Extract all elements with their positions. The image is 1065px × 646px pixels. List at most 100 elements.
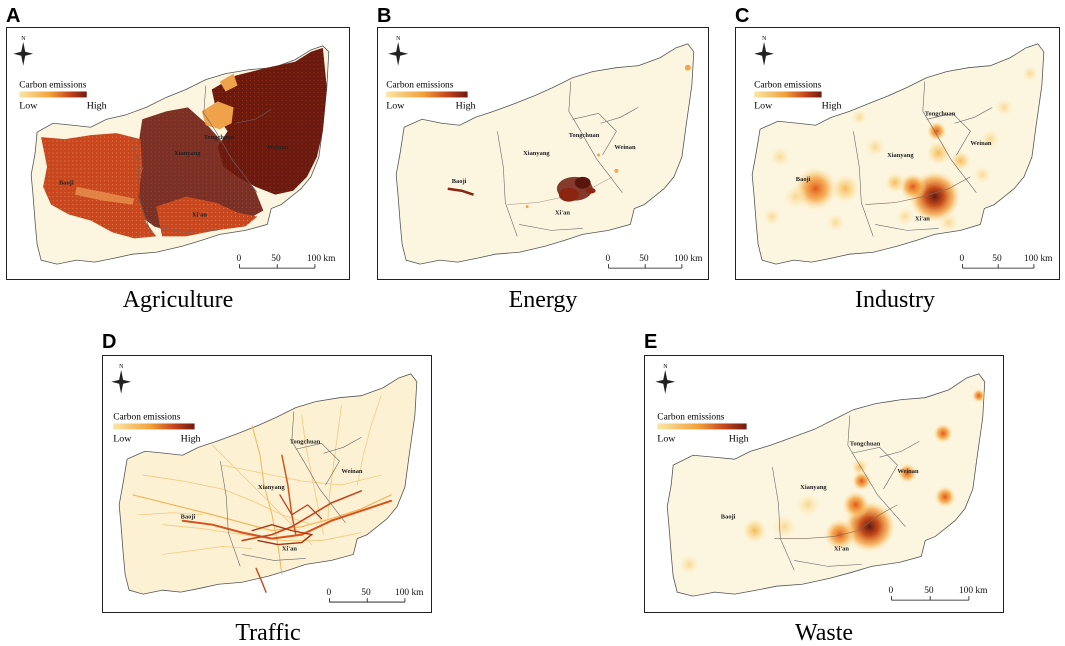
legend-low: Low <box>657 433 676 444</box>
city-label-xian: Xi'an <box>555 210 570 217</box>
city-label-xian: Xi'an <box>915 215 930 222</box>
scale-bar: 0 50 100 km <box>237 254 336 269</box>
compass-n-label: N <box>396 36 401 42</box>
scale-label-0: 0 <box>327 588 332 598</box>
north-arrow-icon <box>754 41 774 66</box>
legend-low: Low <box>754 100 773 111</box>
energy-spot <box>684 64 691 71</box>
caption-traffic: Traffic <box>235 620 301 646</box>
city-label-xian: Xi'an <box>834 545 849 552</box>
caption-energy: Energy <box>508 287 578 313</box>
north-arrow-icon <box>388 41 409 66</box>
compass-n-label: N <box>21 36 26 42</box>
region-outline <box>666 373 986 597</box>
city-label-baoji: Baoji <box>59 180 74 187</box>
city-label-weinan: Weinan <box>897 468 919 475</box>
industry-hotspots <box>763 65 1038 233</box>
map-waste: N Carbon emissions Low High Tongchuan Xi… <box>655 364 988 601</box>
city-label-weinan: Weinan <box>614 144 636 151</box>
legend-high: High <box>181 433 201 444</box>
scale-label-0: 0 <box>237 254 242 264</box>
legend-bar <box>19 91 87 98</box>
scale-label-0: 0 <box>960 254 965 264</box>
legend-high: High <box>822 100 842 111</box>
agri-region-xian <box>156 196 258 237</box>
legend-title: Carbon emissions <box>113 413 180 423</box>
waste-hotspots <box>679 388 986 575</box>
panel-letter-b: B <box>377 5 392 27</box>
city-label-xianyang: Xianyang <box>523 150 550 157</box>
panel-letter-d: D <box>102 331 117 353</box>
county-borders <box>497 81 639 237</box>
scale-bar: 0 50 100 km <box>606 254 703 269</box>
city-label-weinan: Weinan <box>970 140 992 147</box>
scale-bar: 0 50 100 km <box>327 588 424 603</box>
map-energy: N Carbon emissions Low High Tongchuan Xi… <box>386 36 703 269</box>
river-line <box>865 176 971 205</box>
city-label-xian: Xi'an <box>282 545 297 552</box>
city-label-xianyang: Xianyang <box>887 152 914 159</box>
scale-label-100: 100 km <box>959 586 988 596</box>
city-label-tongchuan: Tongchuan <box>850 440 881 447</box>
scale-label-0: 0 <box>606 254 611 264</box>
region-outline <box>395 43 695 265</box>
city-label-tongchuan: Tongchuan <box>290 438 321 445</box>
map-industry: N Carbon emissions Low High Tongchuan Xi… <box>751 36 1053 269</box>
north-arrow-icon <box>111 369 132 394</box>
city-label-xianyang: Xianyang <box>800 484 827 491</box>
county-borders <box>772 415 920 571</box>
city-label-weinan: Weinan <box>267 144 289 151</box>
compass-n-label: N <box>762 36 767 42</box>
agri-patch <box>219 73 238 92</box>
city-label-baoji: Baoji <box>796 176 811 183</box>
legend-title: Carbon emissions <box>386 81 453 91</box>
panel-letter-c: C <box>735 5 750 27</box>
map-traffic: N Carbon emissions Low High Tongchuan Xi… <box>111 364 424 603</box>
energy-cluster-xian <box>556 176 596 202</box>
energy-spot <box>614 168 619 173</box>
scale-label-50: 50 <box>361 588 371 598</box>
city-label-xianyang: Xianyang <box>174 150 201 157</box>
city-label-baoji: Baoji <box>452 178 467 185</box>
river-line <box>774 504 898 539</box>
scale-label-50: 50 <box>271 254 281 264</box>
energy-line-baoji <box>447 187 474 196</box>
panel-letter-a: A <box>6 5 21 27</box>
county-borders <box>132 85 272 237</box>
city-label-baoji: Baoji <box>181 514 196 521</box>
city-label-tongchuan: Tongchuan <box>204 134 235 141</box>
city-label-tongchuan: Tongchuan <box>569 132 600 139</box>
legend-title: Carbon emissions <box>19 81 86 91</box>
caption-industry: Industry <box>855 287 935 313</box>
north-arrow-icon <box>13 41 34 66</box>
legend-high: High <box>729 433 749 444</box>
compass-n-label: N <box>663 364 668 370</box>
city-label-weinan: Weinan <box>341 468 363 475</box>
legend-low: Low <box>113 433 132 444</box>
map-frame-industry: N Carbon emissions Low High Tongchuan Xi… <box>735 27 1060 280</box>
scale-label-100: 100 km <box>307 254 336 264</box>
panel-letter-e: E <box>644 331 658 353</box>
energy-spot <box>525 205 529 209</box>
scale-label-50: 50 <box>992 254 1002 264</box>
legend-bar <box>754 91 822 98</box>
scale-label-50: 50 <box>639 254 649 264</box>
region-outline <box>751 43 1045 265</box>
city-label-xianyang: Xianyang <box>258 484 285 491</box>
city-label-xian: Xi'an <box>192 211 207 218</box>
legend-low: Low <box>386 100 405 111</box>
scale-bar: 0 50 100 km <box>888 586 988 601</box>
city-label-tongchuan: Tongchuan <box>925 110 956 117</box>
city-label-baoji: Baoji <box>721 514 736 521</box>
caption-agriculture: Agriculture <box>122 287 234 313</box>
scale-label-50: 50 <box>924 586 934 596</box>
energy-spot <box>597 153 601 157</box>
legend-low: Low <box>19 100 38 111</box>
region-outline <box>118 373 418 595</box>
scale-bar: 0 50 100 km <box>960 254 1053 269</box>
county-borders <box>220 411 362 567</box>
scale-label-100: 100 km <box>674 254 703 264</box>
legend-title: Carbon emissions <box>754 81 821 91</box>
agri-region-xianyang <box>136 107 264 233</box>
legend-bar <box>386 91 468 98</box>
